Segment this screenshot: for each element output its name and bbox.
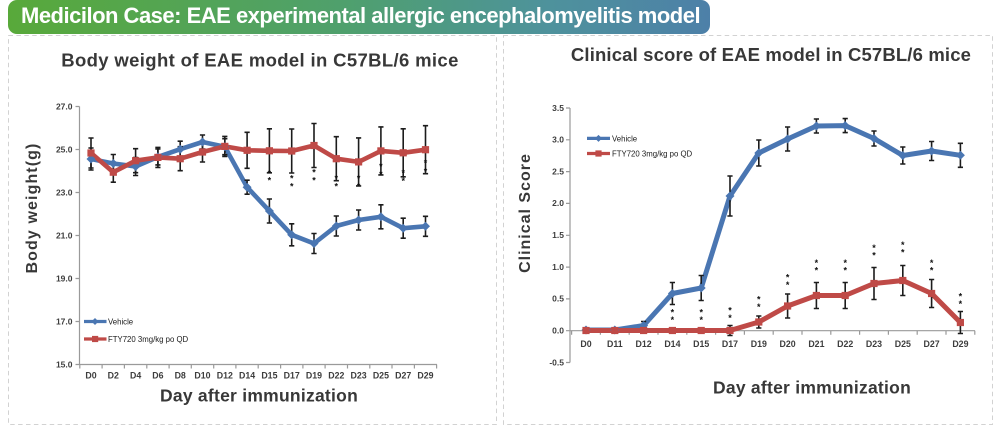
svg-text:D27: D27 — [395, 371, 411, 381]
svg-text:*: * — [815, 258, 819, 268]
svg-text:D22: D22 — [837, 339, 853, 349]
svg-text:D10: D10 — [194, 371, 210, 381]
svg-text:D25: D25 — [373, 371, 389, 381]
svg-text:D17: D17 — [284, 371, 300, 381]
svg-text:*: * — [335, 174, 339, 184]
svg-text:D23: D23 — [866, 339, 882, 349]
svg-text:D12: D12 — [217, 371, 233, 381]
svg-text:*: * — [757, 295, 761, 305]
svg-text:19.0: 19.0 — [56, 273, 73, 283]
svg-text:*: * — [930, 266, 934, 276]
svg-text:*: * — [872, 251, 876, 261]
svg-text:*: * — [401, 176, 405, 186]
svg-text:*: * — [699, 308, 703, 318]
svg-text:0.0: 0.0 — [552, 326, 564, 336]
svg-text:D20: D20 — [780, 339, 796, 349]
svg-text:D2: D2 — [108, 371, 119, 381]
svg-text:Body weight of EAE model in C5: Body weight of EAE model in C57BL/6 mice — [61, 50, 458, 71]
svg-text:Vehicle: Vehicle — [108, 317, 133, 326]
svg-text:*: * — [930, 258, 934, 268]
svg-text:*: * — [424, 158, 428, 168]
svg-text:*: * — [357, 181, 361, 191]
svg-text:1.5: 1.5 — [552, 230, 564, 240]
svg-text:*: * — [268, 169, 272, 179]
svg-text:*: * — [290, 181, 294, 191]
svg-text:D8: D8 — [175, 371, 186, 381]
svg-text:*: * — [671, 315, 675, 325]
svg-text:*: * — [959, 292, 963, 302]
svg-text:*: * — [671, 308, 675, 318]
svg-text:*: * — [901, 240, 905, 250]
svg-text:FTY720 3mg/kg po QD: FTY720 3mg/kg po QD — [108, 335, 189, 344]
svg-text:*: * — [379, 162, 383, 172]
svg-text:3.5: 3.5 — [552, 103, 564, 113]
svg-text:17.0: 17.0 — [56, 316, 73, 326]
svg-text:1.0: 1.0 — [552, 262, 564, 272]
svg-text:Vehicle: Vehicle — [612, 134, 637, 143]
svg-text:Clinical Score: Clinical Score — [517, 153, 534, 273]
svg-text:*: * — [312, 168, 316, 178]
svg-text:*: * — [379, 170, 383, 180]
svg-text:D17: D17 — [722, 339, 738, 349]
svg-text:D21: D21 — [808, 339, 824, 349]
svg-text:*: * — [757, 302, 761, 312]
svg-text:*: * — [357, 174, 361, 184]
svg-text:*: * — [872, 243, 876, 253]
svg-text:*: * — [268, 176, 272, 186]
svg-text:21.0: 21.0 — [56, 230, 73, 240]
svg-text:*: * — [728, 306, 732, 316]
svg-text:*: * — [786, 280, 790, 290]
svg-text:D22: D22 — [328, 371, 344, 381]
svg-text:D27: D27 — [924, 339, 940, 349]
svg-text:FTY720 3mg/kg po QD: FTY720 3mg/kg po QD — [612, 149, 693, 158]
svg-text:*: * — [786, 273, 790, 283]
svg-text:D19: D19 — [306, 371, 322, 381]
svg-text:23.0: 23.0 — [56, 187, 73, 197]
svg-text:D15: D15 — [261, 371, 277, 381]
svg-text:27.0: 27.0 — [56, 101, 73, 111]
svg-text:0.5: 0.5 — [552, 294, 564, 304]
svg-text:D19: D19 — [751, 339, 767, 349]
svg-text:2.5: 2.5 — [552, 166, 564, 176]
svg-text:D29: D29 — [952, 339, 968, 349]
svg-text:D6: D6 — [152, 371, 163, 381]
svg-text:Day after immunization: Day after immunization — [160, 386, 358, 406]
svg-text:D14: D14 — [239, 371, 255, 381]
svg-text:15.0: 15.0 — [56, 359, 73, 369]
svg-text:D4: D4 — [130, 371, 141, 381]
svg-text:*: * — [424, 167, 428, 177]
svg-text:D14: D14 — [664, 339, 680, 349]
svg-text:*: * — [401, 168, 405, 178]
svg-text:D15: D15 — [693, 339, 709, 349]
svg-text:*: * — [312, 176, 316, 186]
svg-text:D0: D0 — [580, 339, 591, 349]
svg-text:25.0: 25.0 — [56, 144, 73, 154]
svg-text:D29: D29 — [417, 371, 433, 381]
svg-text:Day after immunization: Day after immunization — [713, 378, 911, 398]
svg-text:Clinical score of EAE model in: Clinical score of EAE model in C57BL/6 m… — [571, 44, 971, 65]
svg-text:*: * — [335, 181, 339, 191]
svg-text:-0.5: -0.5 — [549, 357, 564, 367]
svg-text:D23: D23 — [351, 371, 367, 381]
svg-text:2.0: 2.0 — [552, 198, 564, 208]
svg-text:*: * — [843, 266, 847, 276]
svg-text:*: * — [815, 266, 819, 276]
svg-text:*: * — [901, 248, 905, 258]
svg-text:*: * — [290, 174, 294, 184]
svg-text:D0: D0 — [85, 371, 96, 381]
svg-text:D25: D25 — [895, 339, 911, 349]
svg-text:*: * — [959, 299, 963, 309]
svg-text:D12: D12 — [636, 339, 652, 349]
svg-text:D11: D11 — [607, 339, 623, 349]
svg-text:*: * — [843, 258, 847, 268]
svg-text:3.0: 3.0 — [552, 135, 564, 145]
svg-text:Body weight(g): Body weight(g) — [24, 143, 41, 274]
svg-text:*: * — [728, 313, 732, 323]
svg-text:*: * — [699, 315, 703, 325]
